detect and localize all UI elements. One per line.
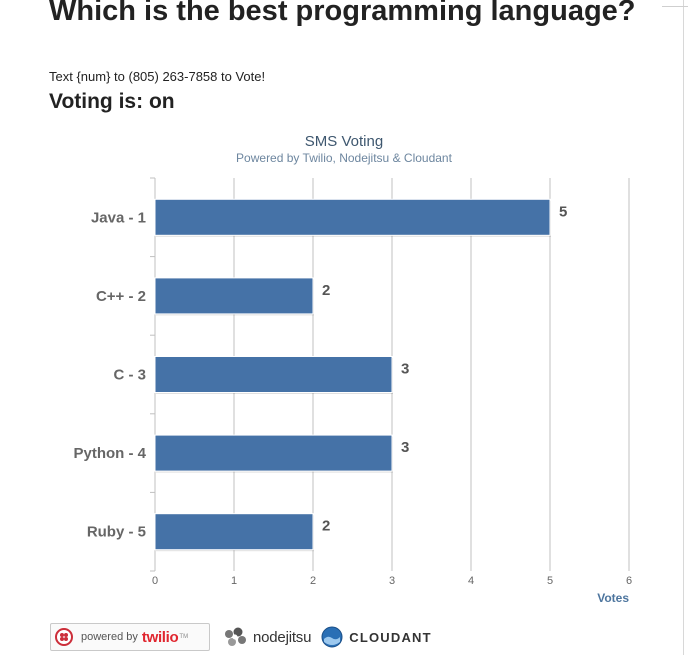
- bar-0: [154, 198, 551, 236]
- x-tick-label-2: 2: [310, 575, 316, 587]
- bar-value-label-2: 3: [401, 361, 409, 378]
- voting-status-label: Voting is:: [49, 90, 144, 113]
- category-label-1: C++ - 2: [96, 288, 146, 305]
- twilio-trademark: TM: [179, 634, 189, 640]
- x-tick-label-1: 1: [231, 575, 237, 587]
- category-label-0: Java - 1: [91, 209, 146, 226]
- bar-value-label-3: 3: [401, 439, 409, 456]
- page-title: Which is the best programming language?: [49, 0, 636, 27]
- window-corner-line: [662, 6, 688, 7]
- bar-1: [154, 277, 314, 315]
- x-tick-label-3: 3: [389, 575, 395, 587]
- bar-2: [154, 356, 393, 393]
- chart-title: SMS Voting: [305, 133, 383, 150]
- nodejitsu-logo[interactable]: nodejitsu: [222, 626, 311, 648]
- x-tick-label-6: 6: [626, 575, 632, 587]
- vote-instructions: Text {num} to (805) 263-7858 to Vote!: [49, 69, 266, 84]
- category-label-3: Python - 4: [73, 445, 146, 462]
- twilio-logo-icon: [55, 628, 73, 646]
- nodejitsu-wordmark: nodejitsu: [253, 628, 312, 646]
- bar-value-label-4: 2: [322, 518, 330, 535]
- x-tick-label-0: 0: [152, 575, 158, 587]
- voting-status: Voting is: on: [49, 90, 175, 114]
- cloudant-wordmark: CLOUDANT: [349, 629, 432, 645]
- bar-4: [154, 513, 314, 551]
- voting-status-value: on: [148, 90, 175, 113]
- twilio-wordmark: twilio: [141, 628, 179, 646]
- window-edge: [683, 0, 684, 655]
- nodejitsu-logo-icon: [225, 627, 246, 646]
- category-label-2: C - 3: [113, 367, 146, 384]
- bar-3: [154, 434, 393, 472]
- x-tick-label-4: 4: [468, 575, 474, 587]
- cloudant-logo-icon: [321, 626, 343, 648]
- category-label-4: Ruby - 5: [87, 524, 146, 541]
- cloudant-logo[interactable]: CLOUDANT: [321, 626, 432, 648]
- x-axis-title: Votes: [597, 591, 629, 605]
- x-tick-label-5: 5: [547, 575, 553, 587]
- chart-subtitle: Powered by Twilio, Nodejitsu & Cloudant: [236, 151, 453, 165]
- twilio-badge-prefix: powered by: [81, 631, 138, 643]
- bar-value-label-0: 5: [559, 203, 567, 220]
- bar-value-label-1: 2: [322, 282, 330, 299]
- twilio-badge[interactable]: powered by twilio TM: [50, 623, 210, 651]
- footer-logos: powered by twilio TM nodejitsu CLOUDANT: [50, 622, 432, 652]
